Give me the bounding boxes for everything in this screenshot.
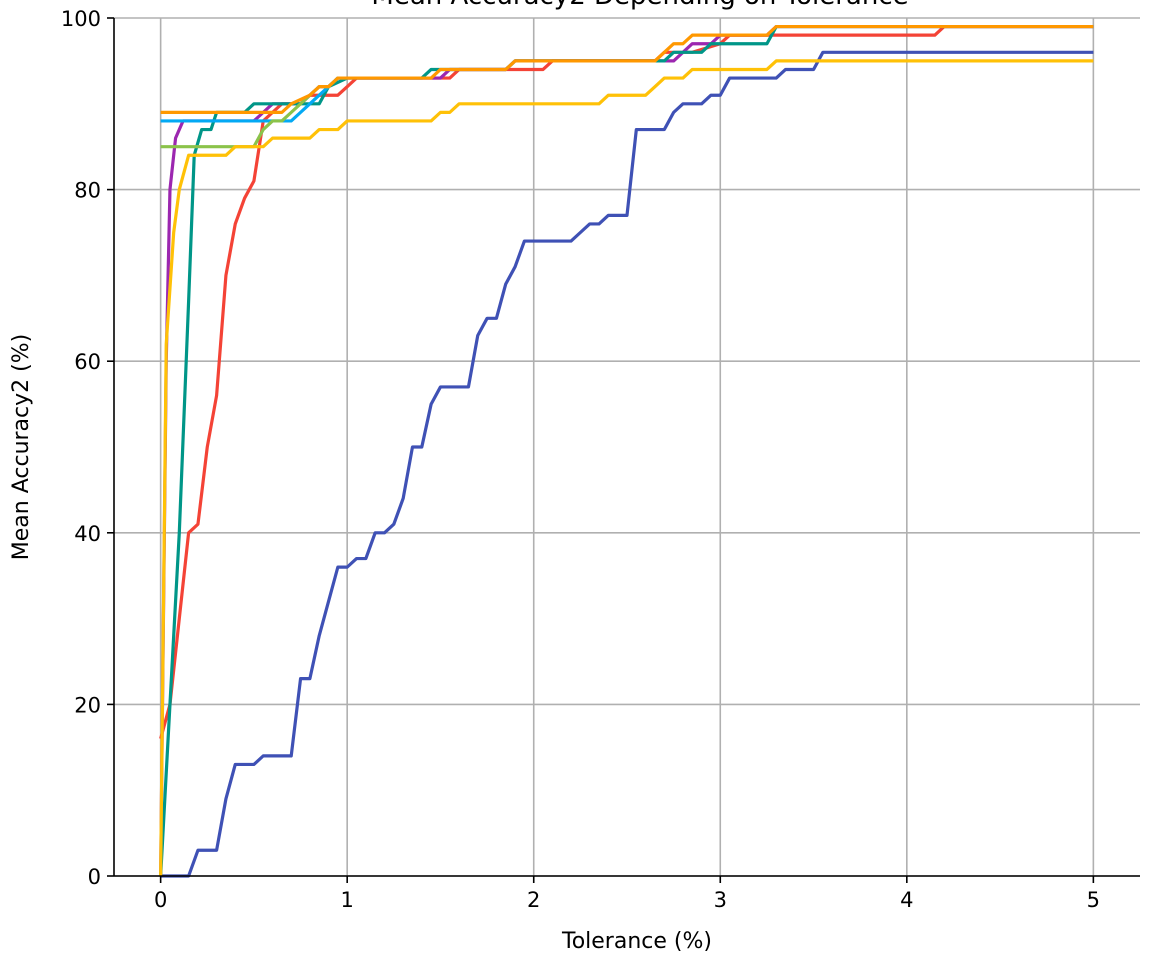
series-lines (159, 24, 1094, 878)
grid (114, 17, 1140, 877)
y-tick-label: 100 (61, 7, 101, 31)
y-tick-label: 0 (88, 865, 101, 889)
y-tick-label: 60 (74, 350, 101, 374)
chart-title: Mean Accuracy2 Depending on Tolerance (371, 0, 908, 11)
x-tick-label: 4 (900, 888, 913, 912)
x-tick-label: 1 (340, 888, 353, 912)
x-axis-label: Tolerance (%) (561, 929, 712, 954)
x-tick-label: 2 (527, 888, 540, 912)
y-tick-label: 80 (74, 179, 101, 203)
x-tick-label: 0 (154, 888, 167, 912)
series-line-1 (160, 50, 1094, 878)
series-line-5 (160, 76, 348, 123)
series-line-7 (159, 59, 1094, 877)
y-tick-label: 40 (74, 522, 101, 546)
y-axis-label: Mean Accuracy2 (%) (9, 334, 34, 560)
x-tick-label: 5 (1087, 888, 1100, 912)
ticks: 0 1 2 3 4 5 0 20 40 60 80 100 (61, 7, 1100, 912)
axes (113, 18, 1140, 877)
series-line-8 (160, 24, 1094, 114)
series-line-4 (159, 24, 1094, 877)
series-line-2 (159, 24, 1094, 740)
series-line-3 (159, 24, 1094, 877)
y-tick-label: 20 (74, 693, 101, 717)
x-tick-label: 3 (714, 888, 727, 912)
